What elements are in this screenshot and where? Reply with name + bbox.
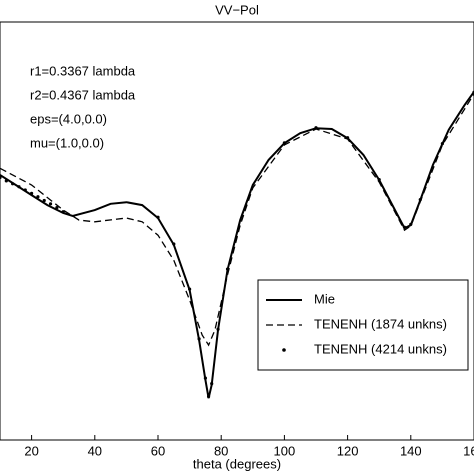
data-point	[172, 242, 176, 246]
data-point	[23, 188, 27, 192]
data-point	[4, 179, 8, 183]
data-point	[440, 142, 444, 146]
x-tick-label: 160	[463, 443, 474, 458]
x-tick-label: 140	[400, 443, 422, 458]
data-point	[197, 337, 201, 341]
data-point	[156, 215, 160, 219]
x-tick-label: 120	[337, 443, 359, 458]
data-point	[55, 205, 59, 210]
data-point	[30, 191, 34, 195]
data-point	[61, 210, 65, 214]
data-point	[225, 267, 230, 271]
data-point	[36, 195, 40, 199]
data-point	[418, 198, 422, 202]
data-point	[210, 381, 214, 386]
legend-label: TENENH (1874 unkns)	[314, 316, 447, 331]
annotation: mu=(1.0,0.0)	[30, 135, 104, 150]
data-point	[0, 175, 2, 180]
plot-frame	[0, 21, 474, 441]
x-axis-label: theta (degrees)	[193, 456, 281, 471]
data-point	[42, 198, 46, 203]
data-point	[377, 177, 381, 182]
data-point	[346, 136, 350, 140]
legend-label: Mie	[314, 291, 335, 306]
chart-title: VV−Pol	[215, 2, 259, 17]
legend-swatch	[282, 348, 286, 352]
legend-label: TENENH (4214 unkns)	[314, 341, 447, 356]
x-tick-label: 40	[88, 443, 102, 458]
annotation: r2=0.4367 lambda	[30, 87, 136, 102]
data-point	[402, 225, 407, 229]
data-point	[314, 126, 318, 130]
x-tick-label: 80	[214, 443, 228, 458]
x-tick-label: 100	[274, 443, 296, 458]
data-point	[48, 202, 53, 206]
annotation: eps=(4.0,0.0)	[30, 111, 107, 126]
data-point	[11, 182, 15, 186]
data-point	[409, 222, 413, 226]
data-point	[282, 141, 286, 145]
series-line	[0, 93, 474, 347]
data-point	[188, 287, 192, 291]
data-point	[17, 185, 21, 189]
x-tick-label: 20	[24, 443, 38, 458]
annotation: r1=0.3367 lambda	[30, 63, 136, 78]
x-tick-label: 60	[151, 443, 165, 458]
data-point	[206, 394, 211, 399]
data-point	[203, 376, 207, 380]
data-point	[216, 327, 220, 331]
